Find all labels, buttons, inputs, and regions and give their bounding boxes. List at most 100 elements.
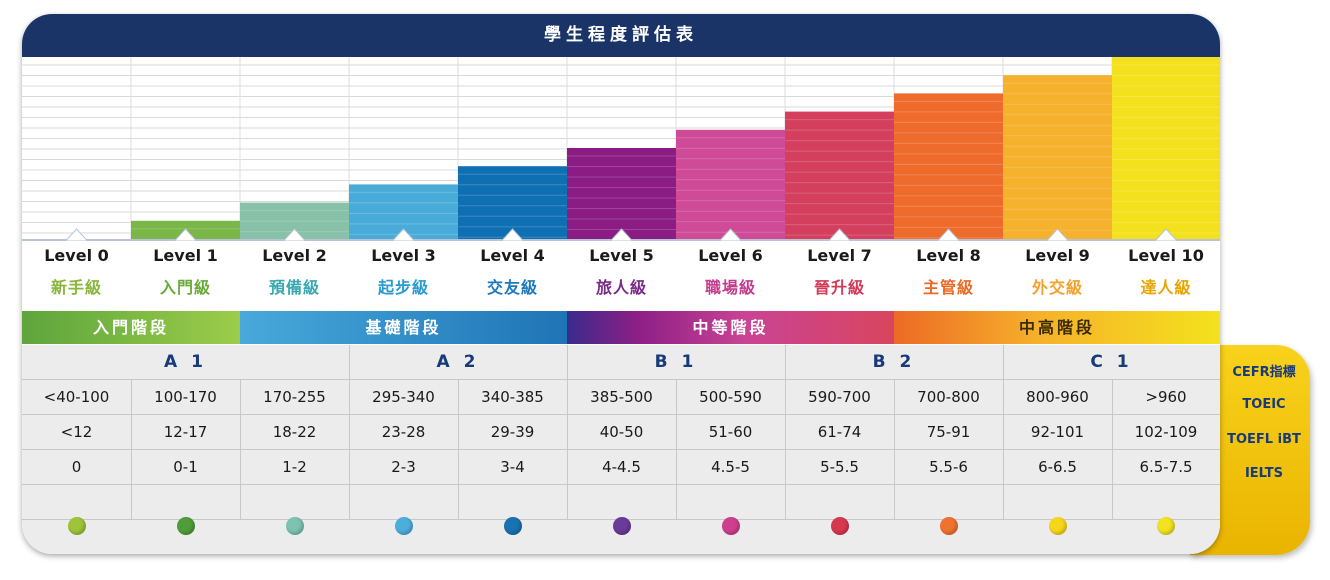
column-divider xyxy=(676,379,677,519)
row-divider xyxy=(22,484,1220,485)
score-grid: A 1 A 2 B 1 B 2 C 1 <40-100 100-170 170-255 295-… xyxy=(22,345,1220,554)
level-dot xyxy=(285,517,304,535)
toeic-score: 700-800 xyxy=(917,388,980,406)
toeic-score: 340-385 xyxy=(481,388,544,406)
row-divider xyxy=(22,449,1220,450)
level-pointer xyxy=(827,228,852,241)
level-pointer xyxy=(936,228,961,241)
legend-ielts: IELTS xyxy=(1244,466,1284,481)
level-pointer xyxy=(500,228,525,241)
toeic-score: 385-500 xyxy=(590,388,653,406)
toeic-score: <40-100 xyxy=(43,388,110,406)
level-label: Level 5 旅人級 xyxy=(567,240,676,310)
column-divider xyxy=(1112,379,1113,519)
level-label: Level 8 主管級 xyxy=(894,240,1003,310)
toeic-score: 295-340 xyxy=(372,388,435,406)
ielts-score: 5.5-6 xyxy=(929,458,968,476)
toeic-score: 100-170 xyxy=(154,388,217,406)
level-number: Level 0 xyxy=(44,246,109,265)
column-divider xyxy=(567,345,568,379)
bar-level-7 xyxy=(785,111,894,239)
cefr-level: A 1 xyxy=(164,352,207,372)
toefl-score: 40-50 xyxy=(599,423,644,441)
level-dot xyxy=(612,517,631,535)
level-dot xyxy=(721,517,740,535)
ielts-score: 4.5-5 xyxy=(711,458,750,476)
level-title: 交友級 xyxy=(486,278,538,297)
row-divider xyxy=(22,414,1220,415)
level-number: Level 1 xyxy=(153,246,218,265)
level-title: 新手級 xyxy=(50,278,102,297)
bar-level-4 xyxy=(458,166,567,239)
ielts-score: 4-4.5 xyxy=(602,458,641,476)
row-divider xyxy=(22,379,1220,380)
stage-bar: 基礎階段 xyxy=(240,311,567,344)
legend-toeic: TOEIC xyxy=(1242,397,1286,412)
level-number: Level 2 xyxy=(262,246,327,265)
toefl-score: 102-109 xyxy=(1134,423,1198,441)
level-pointer xyxy=(1154,228,1178,241)
bar-level-6 xyxy=(676,129,785,239)
column-divider xyxy=(567,379,568,519)
level-pointer xyxy=(282,228,307,241)
column-divider xyxy=(894,379,895,519)
level-pointer xyxy=(64,228,89,241)
level-dot xyxy=(939,517,958,535)
toeic-score: 170-255 xyxy=(263,388,326,406)
legend-toefl: TOEFL iBT xyxy=(1227,432,1301,447)
cefr-level: C 1 xyxy=(1090,352,1133,372)
level-dot xyxy=(830,517,849,535)
ielts-score: 5-5.5 xyxy=(820,458,859,476)
ielts-score: 0 xyxy=(71,458,82,476)
toefl-score: 61-74 xyxy=(817,423,862,441)
level-dot xyxy=(1048,517,1067,535)
toeic-score: 590-700 xyxy=(808,388,871,406)
toefl-score: 12-17 xyxy=(163,423,208,441)
level-pointer xyxy=(718,228,743,241)
level-title: 達人級 xyxy=(1140,278,1192,297)
bar-level-9 xyxy=(1003,75,1112,239)
bar-level-8 xyxy=(894,93,1003,240)
level-pointer xyxy=(609,228,634,241)
level-dot xyxy=(176,517,195,535)
bar-level-10 xyxy=(1112,57,1220,239)
cefr-level: A 2 xyxy=(436,352,480,372)
toefl-score: 51-60 xyxy=(708,423,753,441)
level-label: Level 10 達人級 xyxy=(1112,240,1220,310)
toefl-score: 92-101 xyxy=(1030,423,1085,441)
column-divider xyxy=(1003,345,1004,379)
level-label: Level 1 入門級 xyxy=(131,240,240,310)
column-divider xyxy=(349,345,350,379)
level-number: Level 4 xyxy=(480,246,545,265)
cefr-level: B 2 xyxy=(872,352,916,372)
level-bar-chart xyxy=(22,57,1220,241)
level-title: 主管級 xyxy=(922,278,974,297)
level-label: Level 7 晉升級 xyxy=(785,240,894,310)
level-number: Level 10 xyxy=(1128,246,1204,265)
level-label: Level 6 職場級 xyxy=(676,240,785,310)
level-number: Level 9 xyxy=(1025,246,1090,265)
ielts-score: 2-3 xyxy=(391,458,416,476)
toeic-score: 800-960 xyxy=(1026,388,1089,406)
stage-bar: 中高階段 xyxy=(894,311,1220,344)
ielts-score: 6-6.5 xyxy=(1038,458,1077,476)
column-divider xyxy=(785,379,786,519)
level-title: 入門級 xyxy=(159,278,211,297)
column-divider xyxy=(458,379,459,519)
toefl-score: <12 xyxy=(60,423,93,441)
level-label: Level 3 起步級 xyxy=(349,240,458,310)
level-title: 旅人級 xyxy=(595,278,647,297)
level-label: Level 9 外交級 xyxy=(1003,240,1112,310)
ielts-score: 0-1 xyxy=(173,458,198,476)
level-title: 起步級 xyxy=(377,278,429,297)
level-pointer xyxy=(391,228,416,241)
level-title: 預備級 xyxy=(268,278,320,297)
level-title: 外交級 xyxy=(1031,278,1083,297)
toefl-score: 23-28 xyxy=(381,423,426,441)
level-pointer xyxy=(173,228,198,241)
level-dot xyxy=(67,517,86,535)
bar-level-5 xyxy=(567,148,676,239)
level-number: Level 3 xyxy=(371,246,436,265)
stage-bar: 中等階段 xyxy=(567,311,894,344)
column-divider xyxy=(785,345,786,379)
